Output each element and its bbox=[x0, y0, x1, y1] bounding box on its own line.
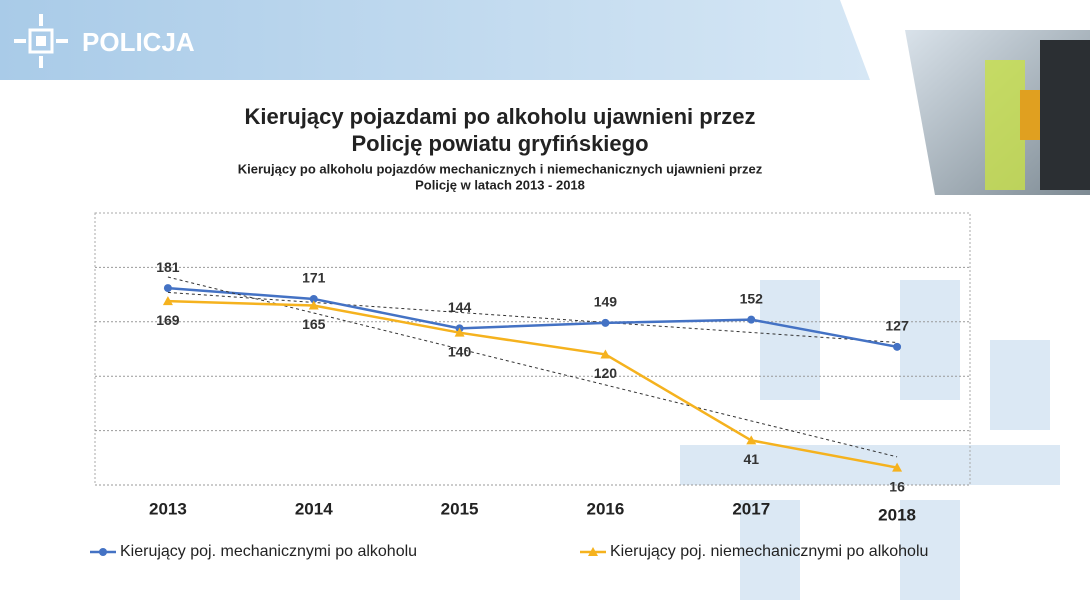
header-band bbox=[0, 0, 870, 80]
data-label: 169 bbox=[156, 312, 180, 328]
legend-label: Kierujący poj. niemechanicznymi po alkoh… bbox=[610, 543, 928, 560]
logo-text: POLICJA bbox=[82, 27, 195, 57]
data-label: 140 bbox=[448, 343, 472, 359]
legend-label: Kierujący poj. mechanicznymi po alkoholu bbox=[120, 543, 417, 560]
chart-title: Policję powiatu gryfińskiego bbox=[351, 131, 648, 156]
x-tick-label: 2014 bbox=[295, 499, 333, 518]
data-label: 181 bbox=[156, 259, 180, 275]
data-label: 144 bbox=[448, 299, 472, 315]
series-line bbox=[167, 286, 898, 349]
x-tick-label: 2017 bbox=[732, 499, 770, 518]
data-label: 165 bbox=[302, 316, 326, 332]
point bbox=[309, 294, 318, 303]
data-label: 149 bbox=[594, 294, 618, 310]
point bbox=[454, 327, 465, 337]
point bbox=[746, 435, 757, 445]
point bbox=[747, 315, 756, 324]
data-label: 171 bbox=[302, 270, 326, 286]
watermark bbox=[680, 280, 1060, 600]
point bbox=[163, 284, 172, 293]
series-line bbox=[167, 299, 898, 469]
legend-marker bbox=[588, 547, 598, 556]
chart-subtitle: Policję w latach 2013 - 2018 bbox=[415, 177, 585, 192]
point bbox=[892, 462, 903, 472]
logo-icon bbox=[14, 14, 68, 68]
photo bbox=[905, 30, 1090, 195]
trend-line bbox=[167, 276, 898, 458]
x-tick-label: 2018 bbox=[878, 505, 916, 524]
point bbox=[162, 296, 173, 306]
x-tick-label: 2013 bbox=[149, 499, 187, 518]
point bbox=[600, 349, 611, 359]
trend-line bbox=[167, 291, 898, 343]
data-label: 152 bbox=[740, 290, 764, 306]
data-label: 120 bbox=[594, 365, 618, 381]
point bbox=[601, 318, 610, 327]
x-tick-label: 2015 bbox=[441, 499, 479, 518]
point bbox=[893, 342, 902, 351]
plot-frame bbox=[94, 212, 971, 486]
chart-title: Kierujący pojazdami po alkoholu ujawnien… bbox=[245, 104, 756, 129]
point bbox=[308, 300, 319, 310]
chart-subtitle: Kierujący po alkoholu pojazdów mechanicz… bbox=[238, 161, 763, 176]
x-tick-label: 2016 bbox=[587, 499, 625, 518]
data-label: 16 bbox=[889, 478, 905, 494]
data-label: 41 bbox=[743, 451, 759, 467]
data-label: 127 bbox=[885, 318, 909, 334]
legend-marker bbox=[99, 548, 107, 556]
